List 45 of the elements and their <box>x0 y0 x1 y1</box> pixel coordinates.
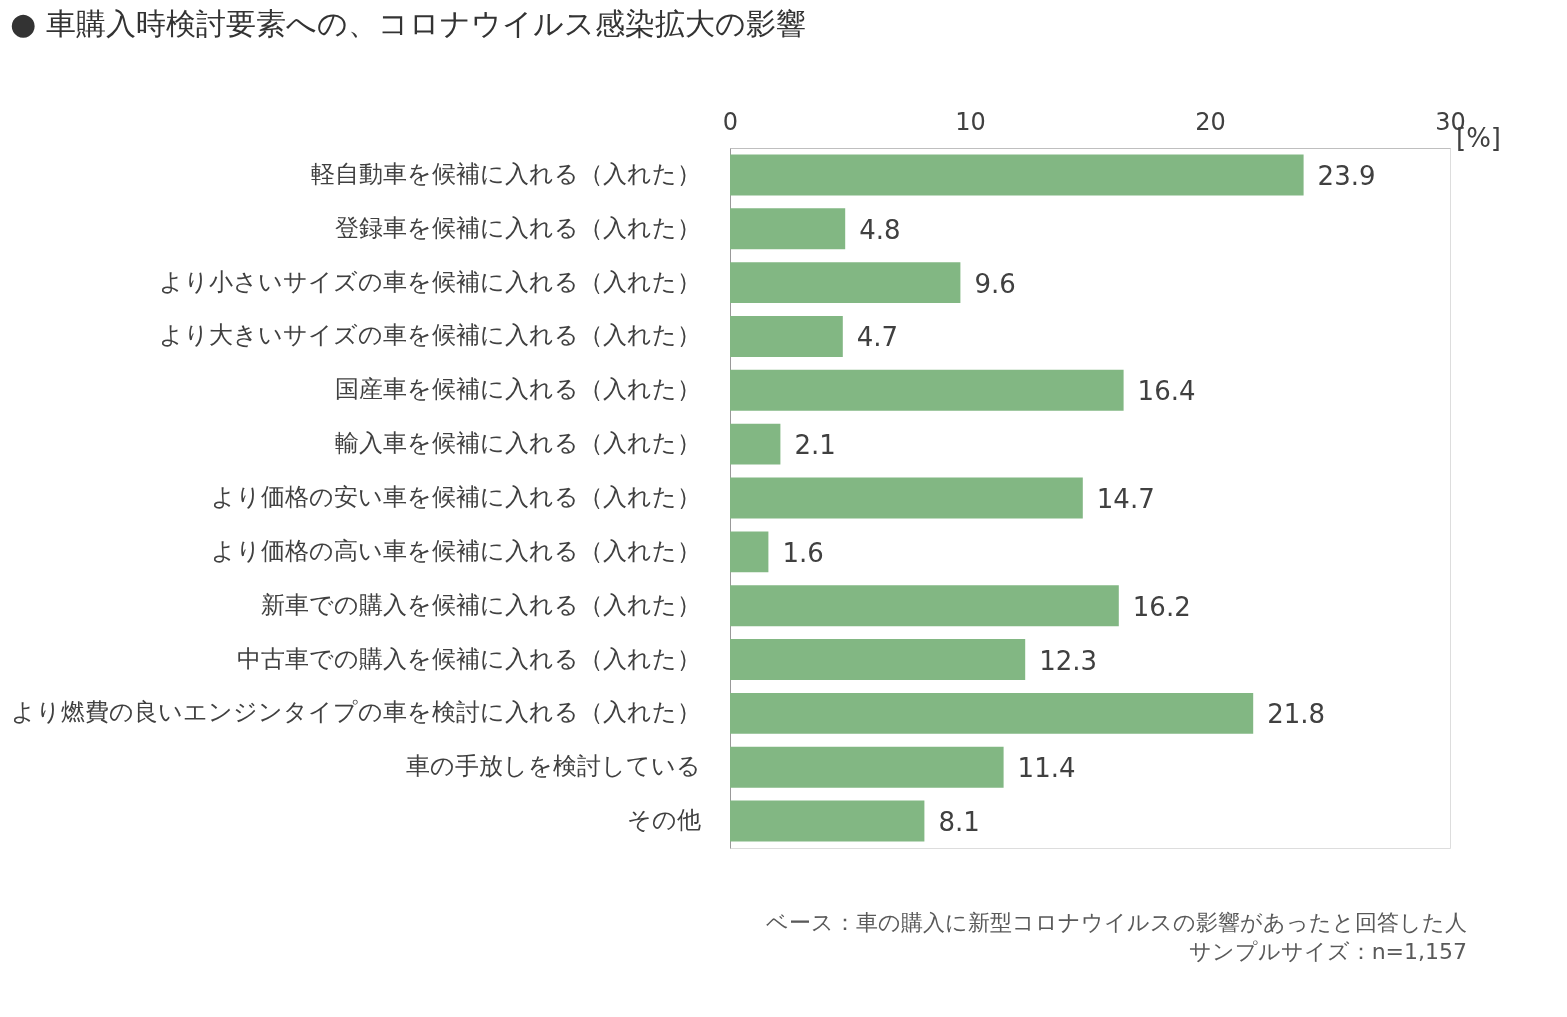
y-tick-label: より小さいサイズの車を候補に入れる（入れた） <box>158 267 701 296</box>
bar <box>730 154 1304 196</box>
x-tick-label: 0 <box>722 107 739 136</box>
text: ● 車購入時検討要素への、コロナウイルス感染拡大の影響 <box>10 6 806 41</box>
x-tick-label: 10 <box>955 107 986 136</box>
y-tick-label: より燃費の良いエンジンタイプの車を検討に入れる（入れた） <box>10 698 701 727</box>
bar <box>730 423 781 465</box>
data-label: 11.4 <box>1017 753 1076 784</box>
y-tick-label: 輸入車を候補に入れる（入れた） <box>334 429 701 458</box>
y-tick-label: 登録車を候補に入れる（入れた） <box>334 213 701 242</box>
text: ベース：車の購入に新型コロナウイルスの影響があったと回答した人 <box>766 910 1467 935</box>
data-label: 12.3 <box>1039 645 1098 676</box>
x-tick-label: 20 <box>1195 107 1226 136</box>
bar <box>730 369 1124 411</box>
bar <box>730 316 843 357</box>
data-label: 16.2 <box>1132 591 1191 622</box>
bar <box>730 639 1026 680</box>
y-tick-label: 新車での購入を候補に入れる（入れた） <box>260 590 701 619</box>
data-label: 14.7 <box>1096 484 1155 514</box>
bar <box>730 208 846 250</box>
bar <box>730 585 1119 627</box>
text: サンプルサイズ：n=1,157 <box>1188 939 1467 964</box>
bar <box>730 692 1254 734</box>
bar <box>730 800 925 842</box>
y-tick-label: より価格の高い車を候補に入れる（入れた） <box>210 536 701 565</box>
y-tick-label: より大きいサイズの車を候補に入れる（入れた） <box>158 321 701 350</box>
data-label: 16.4 <box>1137 376 1196 407</box>
bar <box>730 531 769 573</box>
y-tick-label: その他 <box>626 806 701 835</box>
y-tick-label: 国産車を候補に入れる（入れた） <box>334 375 701 404</box>
bar <box>730 477 1083 519</box>
bar <box>730 262 961 304</box>
data-label: 23.9 <box>1317 160 1376 191</box>
data-label: 1.6 <box>782 537 824 568</box>
data-label: 21.8 <box>1267 699 1326 730</box>
y-tick-label: 車の手放しを検討している <box>405 752 701 781</box>
bar <box>730 746 1004 788</box>
data-label: 4.8 <box>859 214 901 245</box>
y-tick-label: 中古車での購入を候補に入れる（入れた） <box>236 644 701 673</box>
data-label: 8.1 <box>938 807 980 838</box>
data-label: 4.7 <box>856 322 899 353</box>
data-label: 9.6 <box>974 268 1016 299</box>
data-label: 2.1 <box>794 430 836 461</box>
y-tick-label: 軽自動車を候補に入れる（入れた） <box>310 159 701 188</box>
y-tick-label: より価格の安い車を候補に入れる（入れた） <box>210 483 701 511</box>
